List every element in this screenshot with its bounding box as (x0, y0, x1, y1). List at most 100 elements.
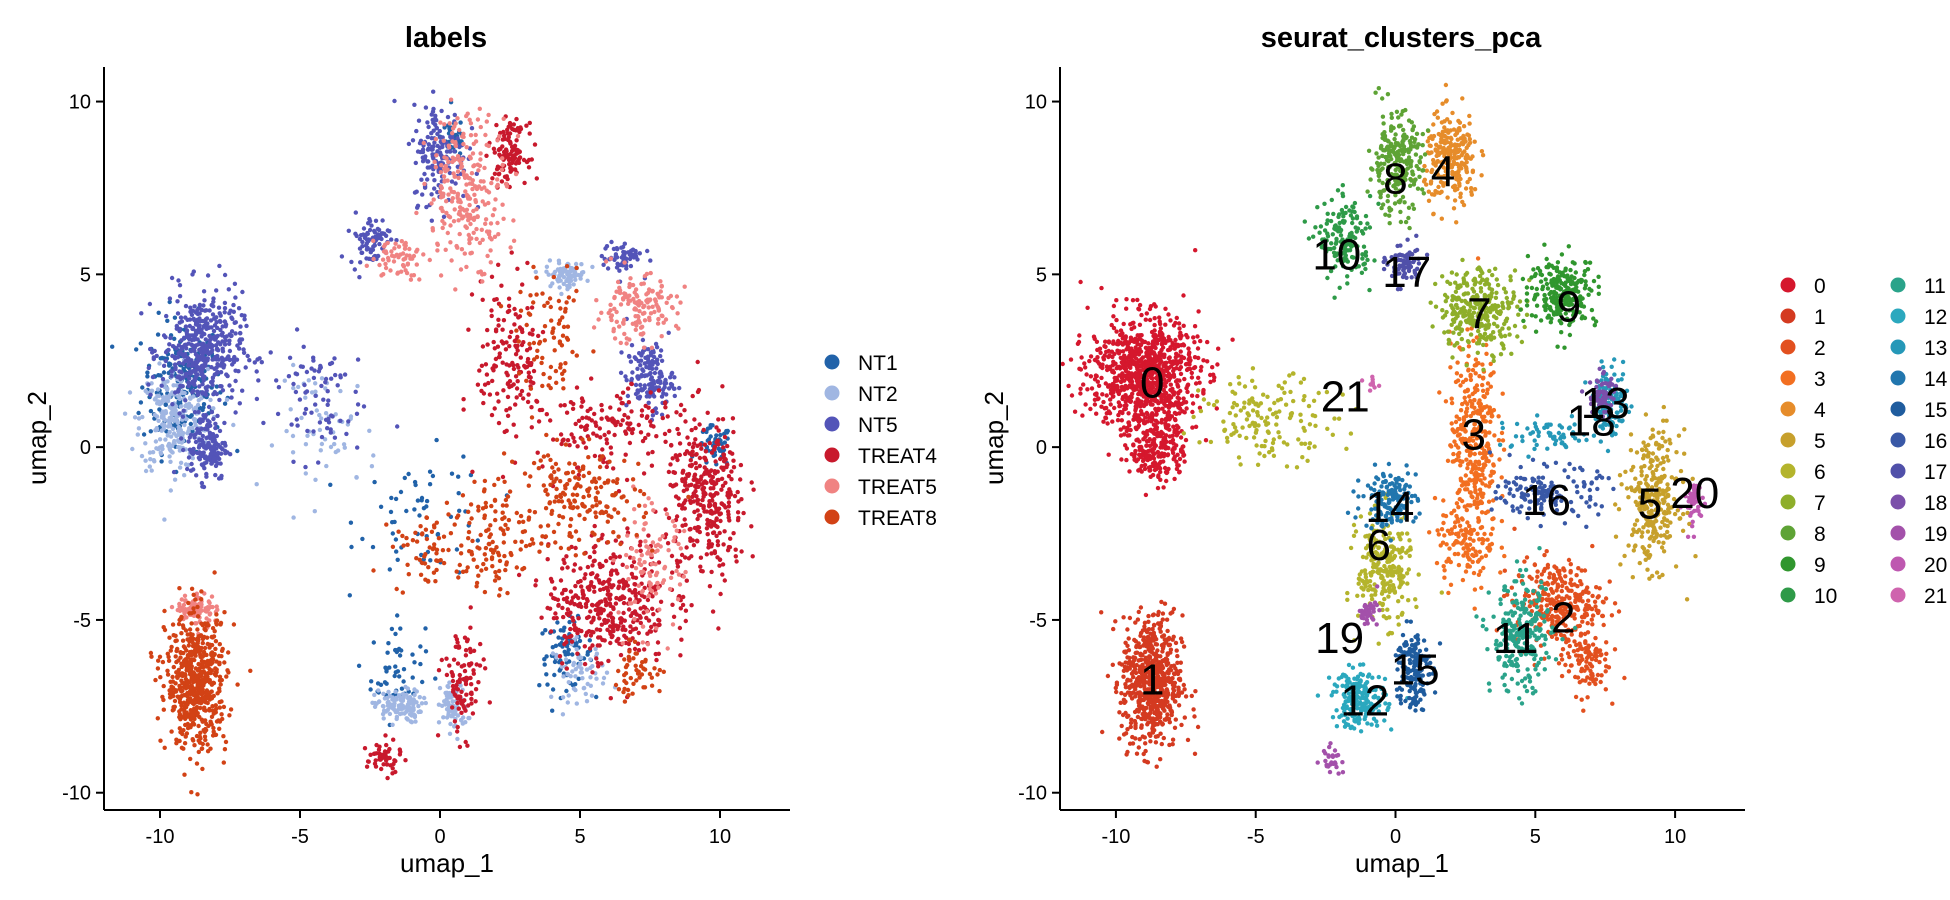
point (617, 407, 622, 412)
point (584, 699, 590, 704)
point (594, 694, 599, 700)
point (332, 435, 338, 440)
point (609, 615, 615, 620)
point (431, 106, 436, 112)
point (540, 329, 546, 335)
point (604, 464, 609, 470)
point (416, 118, 422, 123)
point (605, 579, 611, 584)
point (139, 453, 145, 459)
point (582, 576, 587, 581)
point (726, 504, 732, 509)
point (198, 648, 203, 654)
point (621, 253, 626, 258)
point (504, 428, 509, 433)
point (190, 675, 195, 681)
point (616, 610, 621, 615)
point (446, 192, 451, 197)
point (577, 638, 583, 644)
point (630, 370, 635, 375)
point (190, 390, 195, 395)
point (580, 399, 585, 404)
point (178, 730, 183, 735)
point (193, 666, 199, 671)
point (178, 315, 184, 320)
point (370, 700, 375, 705)
point (611, 329, 616, 334)
point (609, 514, 614, 520)
point (482, 202, 488, 207)
point (175, 299, 180, 304)
point (529, 305, 535, 310)
point (564, 611, 570, 616)
point (658, 353, 663, 359)
point (502, 136, 507, 142)
point (329, 413, 334, 418)
point (690, 444, 696, 450)
point (631, 556, 636, 561)
point (659, 371, 664, 376)
point (535, 450, 540, 455)
point (727, 450, 733, 455)
point (657, 537, 663, 542)
point (513, 161, 519, 166)
point (716, 506, 722, 511)
point (438, 184, 444, 189)
point (749, 524, 754, 529)
point (568, 601, 573, 606)
point (500, 156, 505, 161)
point (637, 351, 642, 356)
point (682, 284, 687, 289)
point (638, 358, 644, 363)
point (644, 394, 649, 399)
point (207, 660, 213, 665)
point (725, 462, 730, 467)
point (166, 441, 172, 447)
point (640, 640, 645, 645)
point (151, 458, 156, 463)
point (181, 661, 187, 667)
point (726, 515, 731, 520)
point (583, 445, 589, 450)
point (641, 331, 646, 336)
point (188, 396, 193, 401)
point (196, 376, 202, 381)
point (471, 648, 477, 653)
point (751, 487, 756, 492)
point (648, 311, 654, 316)
point (173, 366, 178, 372)
point (696, 479, 701, 485)
point (200, 484, 205, 489)
point (567, 634, 572, 640)
point (248, 668, 253, 673)
point (653, 543, 658, 549)
point (197, 347, 202, 352)
point (237, 401, 242, 406)
point (682, 517, 687, 522)
point (530, 327, 535, 333)
point (622, 412, 627, 418)
point (174, 411, 179, 416)
point (571, 282, 576, 287)
point (449, 189, 454, 194)
point (496, 317, 501, 322)
point (159, 383, 164, 388)
point (463, 739, 468, 745)
point (472, 192, 477, 197)
point (666, 330, 671, 335)
point (199, 442, 205, 447)
point (234, 357, 240, 362)
point (468, 221, 473, 227)
point (624, 552, 629, 558)
point (526, 374, 532, 379)
point (600, 447, 605, 452)
point (487, 700, 492, 705)
point (386, 749, 391, 754)
point (180, 693, 185, 698)
point (335, 383, 340, 388)
point (193, 699, 198, 705)
point (478, 151, 483, 156)
point (718, 591, 723, 597)
point (179, 703, 184, 708)
point (510, 360, 515, 366)
